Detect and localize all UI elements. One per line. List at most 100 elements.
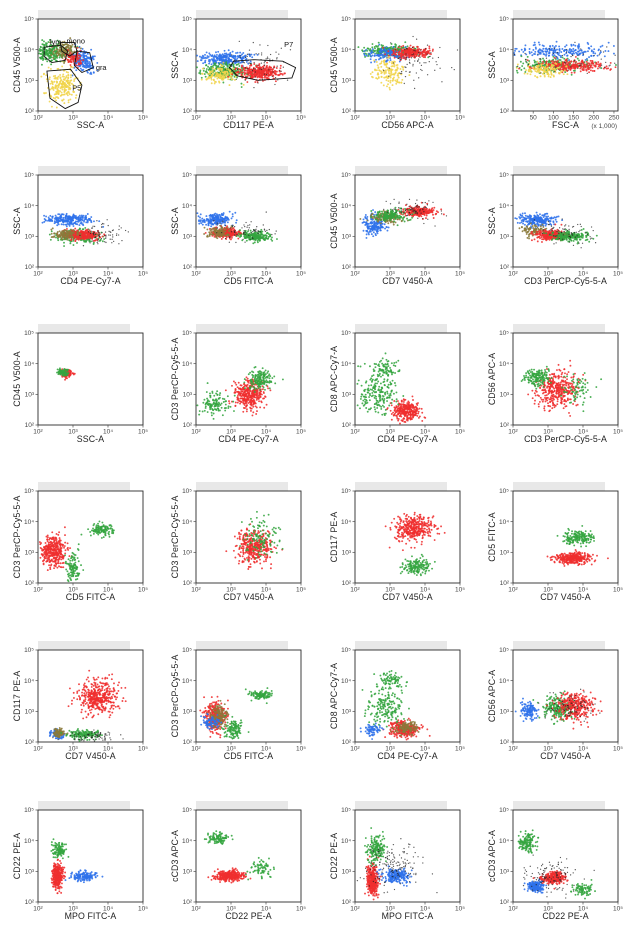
event-point: [559, 59, 562, 61]
event-point: [546, 63, 548, 66]
event-point: [202, 221, 204, 223]
event-point: [546, 66, 549, 69]
event-point: [218, 69, 221, 72]
event-point: [375, 69, 378, 72]
event-point: [66, 79, 69, 82]
event-point: [410, 57, 413, 59]
event-point: [47, 66, 50, 69]
y-tick-label: 10⁵: [24, 16, 34, 23]
y-tick-label: 10⁴: [24, 47, 34, 54]
event-point: [550, 49, 553, 52]
event-point: [92, 241, 95, 244]
event-point: [220, 222, 223, 225]
event-point: [245, 60, 248, 63]
event-point: [391, 79, 394, 82]
event-point: [257, 64, 259, 66]
event-point: [419, 51, 422, 54]
event-point: [224, 69, 227, 71]
event-point: [570, 55, 572, 58]
event-point: [63, 62, 66, 64]
event-point: [48, 76, 51, 79]
event-point: [249, 55, 251, 58]
event-point: [388, 88, 391, 91]
event-point: [77, 58, 80, 61]
event-point: [561, 56, 564, 59]
event-point: [597, 61, 600, 63]
event-point: [403, 82, 405, 85]
event-point: [63, 102, 66, 105]
event-point: [64, 220, 67, 222]
event-point: [415, 54, 418, 57]
event-point: [380, 76, 383, 78]
event-point: [51, 236, 54, 238]
event-point: [374, 69, 377, 72]
event-point: [374, 49, 377, 52]
event-point: [533, 61, 536, 64]
event-point: [542, 60, 544, 63]
event-point: [54, 85, 57, 88]
event-point: [63, 233, 66, 235]
event-point: [524, 44, 527, 47]
event-point: [598, 64, 601, 67]
event-point: [78, 224, 81, 227]
event-point: [565, 59, 568, 62]
event-point: [50, 56, 53, 59]
event-point: [55, 48, 58, 51]
event-point: [63, 241, 65, 244]
event-point: [272, 71, 274, 73]
event-point: [86, 71, 89, 74]
event-point: [63, 245, 65, 248]
event-point: [409, 54, 412, 57]
event-point: [533, 68, 536, 71]
event-point: [55, 90, 58, 93]
event-point: [550, 66, 552, 69]
event-point: [387, 50, 390, 53]
event-point: [58, 82, 61, 85]
event-point: [218, 214, 221, 216]
event-point: [232, 67, 235, 70]
event-point: [229, 51, 232, 54]
event-point: [412, 53, 415, 55]
event-point: [66, 229, 68, 232]
event-point: [405, 53, 407, 55]
event-point: [221, 65, 224, 68]
event-point: [242, 52, 245, 54]
event-point: [363, 46, 366, 49]
event-point: [72, 235, 74, 238]
event-point: [230, 78, 233, 81]
event-point: [522, 50, 525, 53]
event-point: [61, 57, 64, 59]
event-point: [586, 41, 589, 44]
event-point: [63, 78, 66, 81]
event-point: [63, 60, 66, 63]
event-point: [83, 54, 86, 57]
event-point: [88, 231, 90, 233]
event-point: [91, 56, 94, 59]
event-point: [375, 58, 377, 61]
event-point: [591, 66, 594, 69]
event-point: [246, 81, 249, 83]
event-point: [583, 50, 586, 53]
event-point: [555, 56, 558, 58]
event-point: [240, 86, 243, 88]
event-point: [70, 220, 73, 223]
event-point: [223, 217, 226, 220]
event-point: [400, 45, 403, 48]
event-point: [612, 45, 615, 47]
event-point: [94, 233, 97, 236]
event-point: [547, 60, 550, 63]
event-point: [76, 234, 79, 237]
event-point: [206, 55, 209, 57]
event-point: [209, 71, 212, 74]
event-point: [561, 54, 564, 57]
event-point: [428, 45, 431, 48]
event-point: [203, 73, 206, 75]
event-point: [416, 48, 419, 51]
event-point: [66, 94, 69, 97]
x-tick-label: 10²: [350, 115, 360, 122]
event-point: [69, 84, 71, 87]
event-point: [378, 69, 381, 72]
event-point: [584, 63, 587, 66]
